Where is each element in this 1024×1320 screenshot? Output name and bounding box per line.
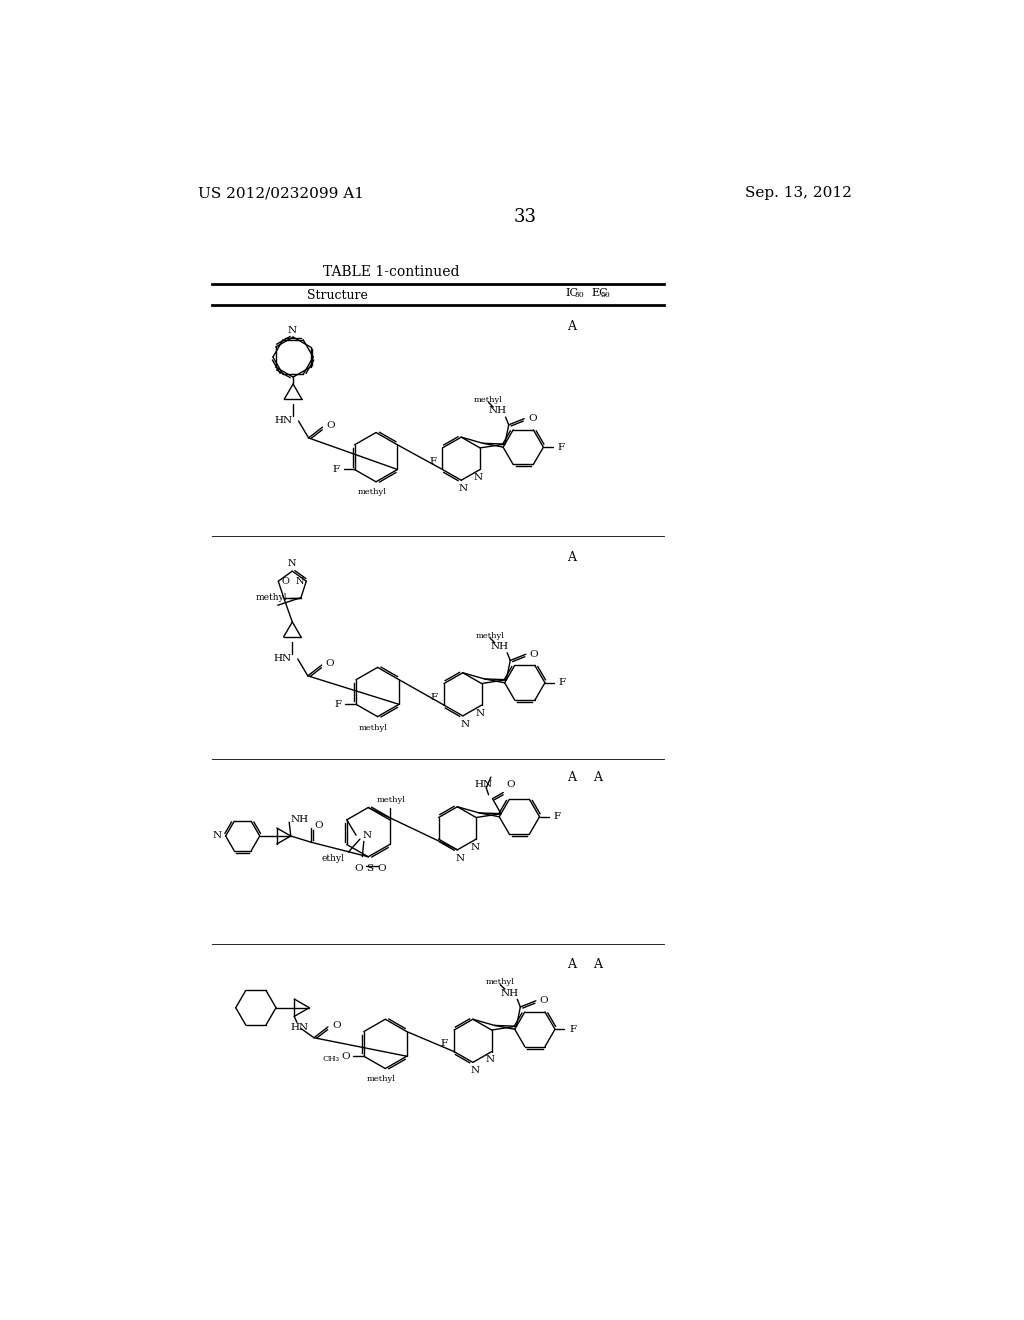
Text: F: F xyxy=(440,1039,447,1048)
Text: methyl: methyl xyxy=(357,488,387,496)
Text: HN: HN xyxy=(274,655,292,664)
Text: F: F xyxy=(429,457,436,466)
Text: Structure: Structure xyxy=(307,289,368,302)
Text: methyl: methyl xyxy=(485,978,515,986)
Text: Sep. 13, 2012: Sep. 13, 2012 xyxy=(745,186,852,201)
Text: F: F xyxy=(559,678,566,688)
Text: NH: NH xyxy=(488,407,507,416)
Text: HN: HN xyxy=(474,780,493,789)
Text: O: O xyxy=(354,865,362,874)
Text: methyl: methyl xyxy=(256,593,287,602)
Text: EC: EC xyxy=(592,288,608,298)
Text: N: N xyxy=(461,719,470,729)
Text: N: N xyxy=(362,830,372,840)
Text: N: N xyxy=(485,1056,495,1064)
Text: methyl: methyl xyxy=(359,723,388,731)
Text: methyl: methyl xyxy=(474,396,503,404)
Text: A: A xyxy=(567,771,575,784)
Text: HN: HN xyxy=(290,1023,308,1032)
Text: N: N xyxy=(288,326,297,335)
Text: 50: 50 xyxy=(574,292,584,300)
Text: N: N xyxy=(459,484,468,494)
Text: O: O xyxy=(377,865,386,874)
Text: F: F xyxy=(334,700,341,709)
Text: O: O xyxy=(326,659,334,668)
Text: ethyl: ethyl xyxy=(322,854,344,863)
Text: N: N xyxy=(296,577,304,586)
Text: F: F xyxy=(569,1024,577,1034)
Text: 33: 33 xyxy=(513,209,537,226)
Text: N: N xyxy=(471,1067,480,1076)
Text: S: S xyxy=(367,865,374,874)
Text: O: O xyxy=(341,1052,350,1061)
Text: F: F xyxy=(431,693,438,702)
Text: F: F xyxy=(557,442,564,451)
Text: HN: HN xyxy=(274,417,293,425)
Text: F: F xyxy=(333,465,340,474)
Text: IC: IC xyxy=(565,288,579,298)
Text: O: O xyxy=(314,821,324,830)
Text: methyl: methyl xyxy=(475,632,505,640)
Text: A: A xyxy=(593,958,602,970)
Text: N: N xyxy=(474,474,483,482)
Text: NH: NH xyxy=(501,989,518,998)
Text: O: O xyxy=(327,421,335,430)
Text: methyl: methyl xyxy=(377,796,406,804)
Text: F: F xyxy=(554,812,560,821)
Text: A: A xyxy=(567,958,575,970)
Text: O: O xyxy=(507,780,515,789)
Text: A: A xyxy=(567,321,575,333)
Text: CH₃: CH₃ xyxy=(322,1055,339,1063)
Text: TABLE 1-continued: TABLE 1-continued xyxy=(324,265,460,280)
Text: 50: 50 xyxy=(601,292,610,300)
Text: NH: NH xyxy=(490,642,509,651)
Text: US 2012/0232099 A1: US 2012/0232099 A1 xyxy=(198,186,364,201)
Text: N: N xyxy=(288,560,297,568)
Text: O: O xyxy=(528,414,537,424)
Text: NH: NH xyxy=(291,814,309,824)
Text: O: O xyxy=(540,997,548,1006)
Text: N: N xyxy=(213,832,222,841)
Text: N: N xyxy=(475,709,484,718)
Text: N: N xyxy=(455,854,464,863)
Text: methyl: methyl xyxy=(367,1076,396,1084)
Text: O: O xyxy=(529,649,539,659)
Text: A: A xyxy=(593,771,602,784)
Text: N: N xyxy=(470,843,479,851)
Text: A: A xyxy=(567,552,575,564)
Text: O: O xyxy=(282,577,289,586)
Text: O: O xyxy=(333,1020,341,1030)
